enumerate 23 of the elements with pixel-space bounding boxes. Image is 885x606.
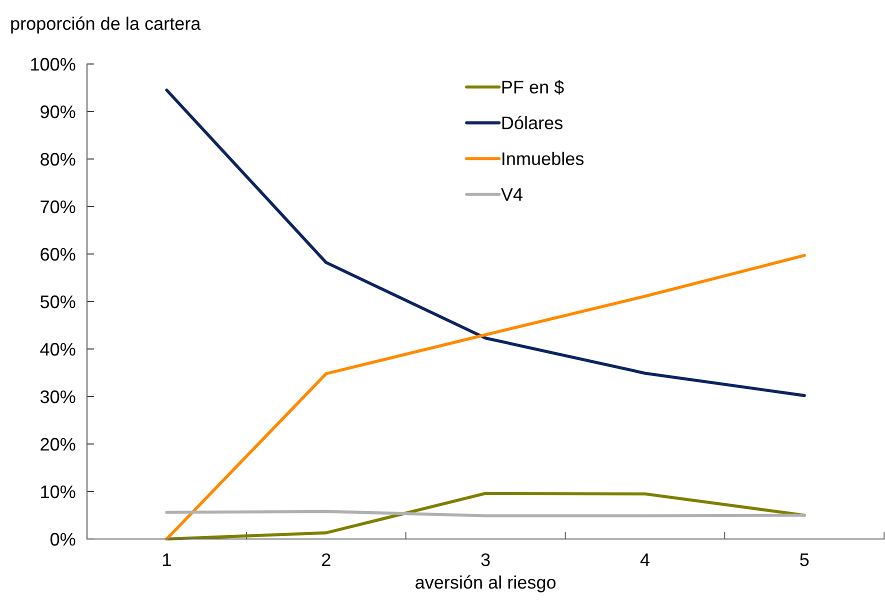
x-tick-label: 1 bbox=[163, 554, 171, 566]
y-tick-label: 80% bbox=[40, 152, 76, 166]
legend-label: PF en $ bbox=[502, 80, 564, 95]
x-tick-label: 2 bbox=[322, 553, 330, 566]
legend-label: Dólares bbox=[502, 116, 562, 130]
x-axis-title: aversión al riesgo bbox=[416, 575, 556, 592]
legend-label: Inmuebles bbox=[502, 152, 584, 166]
y-tick-label: 10% bbox=[41, 485, 76, 498]
line-series bbox=[165, 254, 806, 541]
y-axis-title: proporción de la cartera bbox=[11, 16, 201, 34]
y-tick-label: 30% bbox=[40, 390, 76, 404]
y-tick-label: 50% bbox=[40, 295, 76, 308]
y-tick-label: 60% bbox=[40, 248, 76, 261]
y-tick-label: 100% bbox=[31, 58, 76, 71]
x-tick-label: 4 bbox=[640, 554, 650, 566]
legend-label: V4 bbox=[500, 188, 522, 201]
y-tick-label: 40% bbox=[40, 342, 76, 356]
y-tick-label: 0% bbox=[50, 532, 76, 546]
y-tick-label: 90% bbox=[40, 105, 76, 118]
y-tick-label: 70% bbox=[40, 200, 76, 214]
y-tick-label: 20% bbox=[40, 438, 76, 451]
x-tick-label: 3 bbox=[481, 553, 490, 566]
x-tick-label: 5 bbox=[800, 554, 809, 566]
